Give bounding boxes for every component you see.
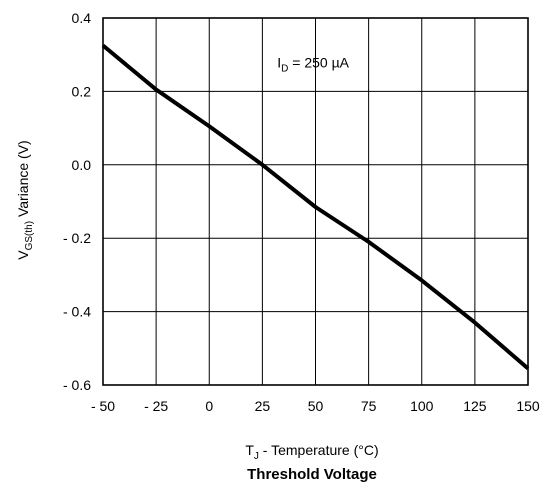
chart-title: Threshold Voltage — [247, 466, 377, 483]
grid-lines — [102, 17, 529, 386]
x-tick-label: 75 — [361, 398, 377, 414]
series-lines — [101, 43, 530, 371]
x-axis-label: TJ - Temperature (°C) — [245, 442, 378, 462]
x-tick-label: 100 — [410, 398, 434, 414]
x-tick-labels: - 50 - 25 0 25 50 75 100 125 150 — [91, 398, 540, 414]
x-tick-label: 125 — [463, 398, 487, 414]
x-tick-label: 150 — [516, 398, 540, 414]
axis-frame — [102, 17, 529, 386]
x-tick-label: 25 — [255, 398, 271, 414]
x-tick-label: - 25 — [144, 398, 168, 414]
y-tick-label: - 0.6 — [63, 377, 91, 393]
y-tick-label: 0.0 — [72, 157, 92, 173]
y-tick-labels: 0.4 0.2 0.0 - 0.2 - 0.4 - 0.6 — [63, 10, 91, 393]
x-tick-label: 0 — [205, 398, 213, 414]
x-tick-label: 50 — [308, 398, 324, 414]
y-tick-label: - 0.4 — [63, 304, 91, 320]
y-tick-label: 0.4 — [72, 10, 92, 26]
x-tick-label: - 50 — [91, 398, 115, 414]
y-tick-label: - 0.2 — [63, 230, 91, 246]
plot-frame — [102, 17, 529, 386]
test-condition-annotation: ID = 250 µA — [277, 55, 349, 75]
y-axis-label: VGS(th) Variance (V) — [15, 140, 35, 259]
y-tick-label: 0.2 — [72, 83, 92, 99]
series-line — [101, 43, 530, 371]
